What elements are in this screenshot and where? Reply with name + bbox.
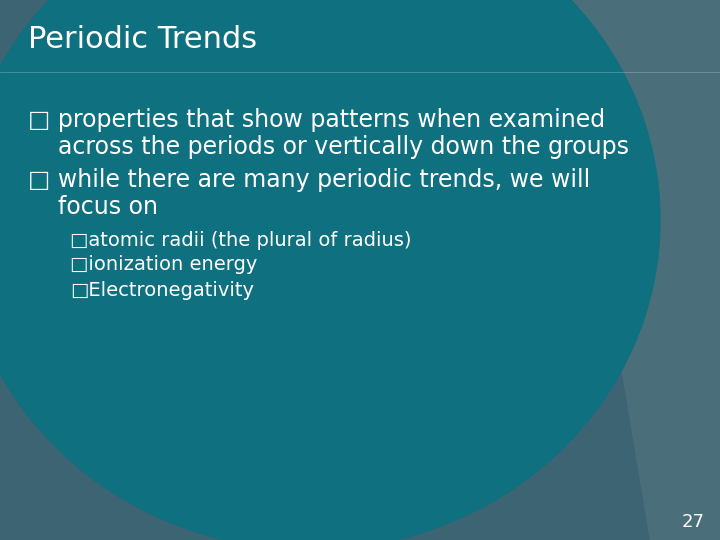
Text: □ properties that show patterns when examined: □ properties that show patterns when exa… [28,108,605,132]
Text: across the periods or vertically down the groups: across the periods or vertically down th… [28,135,629,159]
Text: □ionization energy: □ionization energy [70,255,257,274]
Text: □Electronegativity: □Electronegativity [70,280,254,300]
Text: Periodic Trends: Periodic Trends [28,25,257,55]
Text: 27: 27 [682,513,705,531]
Polygon shape [560,0,720,540]
Text: focus on: focus on [28,195,158,219]
Ellipse shape [0,0,660,540]
Text: □atomic radii (the plural of radius): □atomic radii (the plural of radius) [70,231,412,249]
Text: □ while there are many periodic trends, we will: □ while there are many periodic trends, … [28,168,590,192]
